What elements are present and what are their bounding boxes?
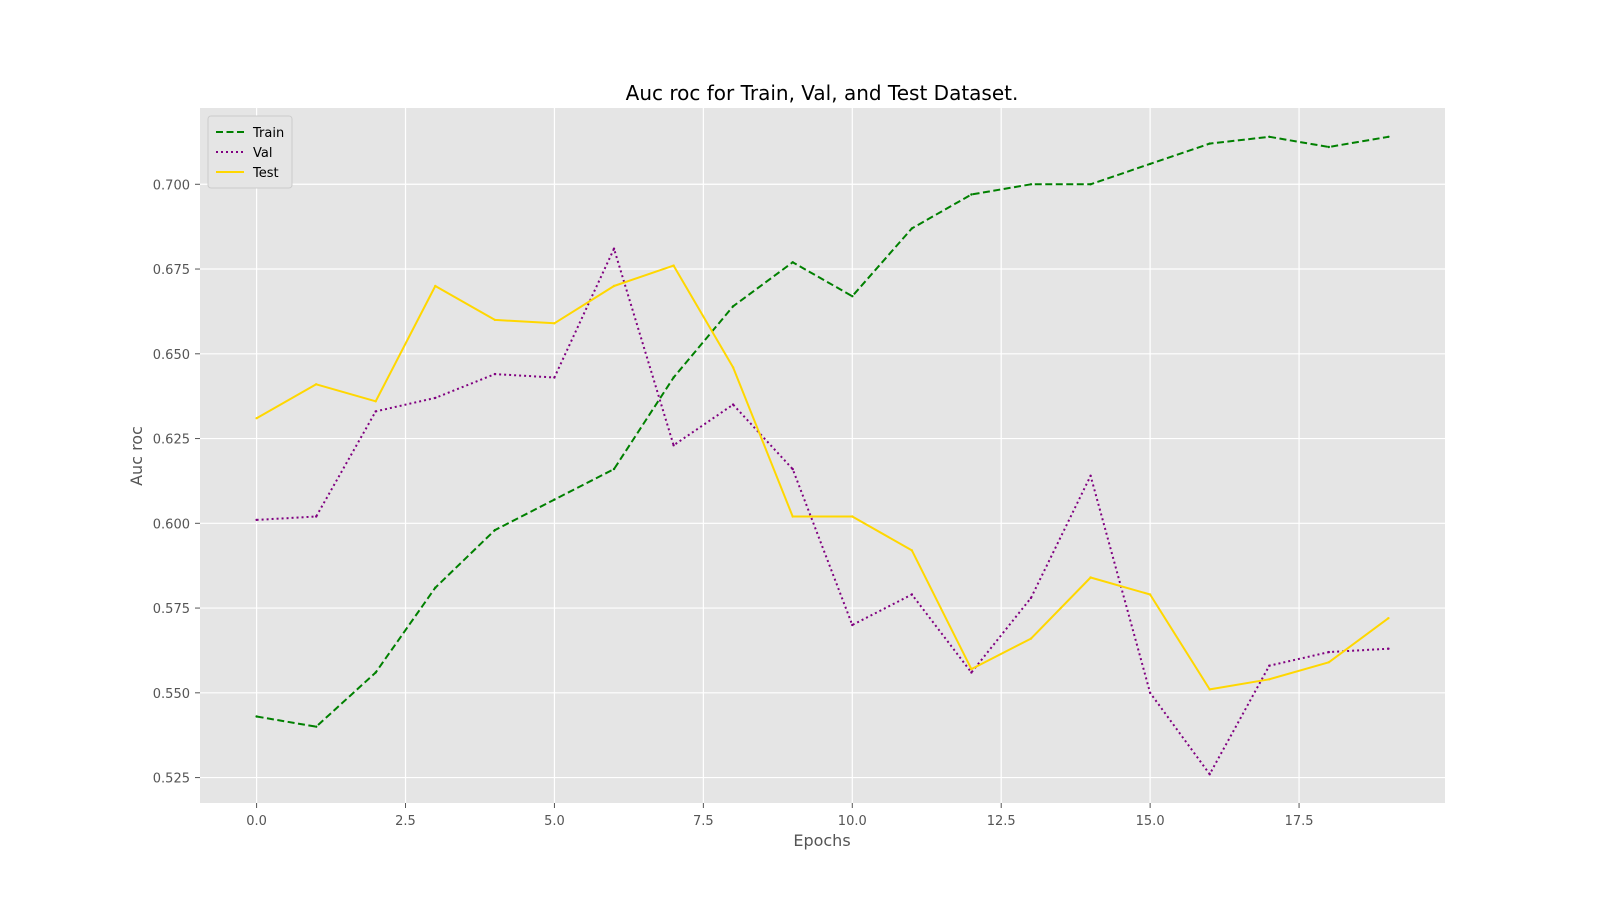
train-data-point xyxy=(1029,183,1033,186)
y-axis-label: Auc roc xyxy=(127,426,146,486)
val-data-point xyxy=(1208,773,1211,776)
val-data-point xyxy=(374,410,377,413)
test-data-point xyxy=(255,417,258,420)
train-data-point xyxy=(553,498,556,501)
plot-area xyxy=(200,108,1445,803)
test-data-point xyxy=(791,515,794,518)
y-tick-label: 0.600 xyxy=(153,517,190,532)
val-data-point xyxy=(970,671,973,674)
y-tick-label: 0.700 xyxy=(153,178,190,193)
val-data-point xyxy=(493,372,497,376)
val-data-point xyxy=(315,515,318,518)
train-data-point xyxy=(1208,142,1211,145)
grid xyxy=(200,108,1445,803)
train-data-point xyxy=(1387,135,1390,138)
legend-box xyxy=(207,115,293,189)
legend-label-val: Val xyxy=(253,146,272,161)
x-tick-label: 7.5 xyxy=(693,814,714,829)
train-data-point xyxy=(374,671,377,674)
x-tick-label: 5.0 xyxy=(544,814,565,829)
x-tick-label: 12.5 xyxy=(987,814,1016,829)
train-data-point xyxy=(493,528,497,532)
val-data-point xyxy=(1268,664,1271,667)
val-data-point xyxy=(612,247,616,250)
train-data-point xyxy=(791,261,794,264)
x-tick-label: 0.0 xyxy=(246,814,267,829)
val-data-point xyxy=(1148,691,1152,694)
legend-label-test: Test xyxy=(252,166,279,181)
test-data-point xyxy=(493,318,497,322)
train-series-line xyxy=(256,135,1389,728)
train-data-point xyxy=(1089,183,1092,186)
y-tick-label: 0.525 xyxy=(153,772,190,787)
val-data-point xyxy=(255,518,258,522)
x-tick-label: 2.5 xyxy=(395,814,416,829)
train-data-point xyxy=(315,725,318,728)
test-data-point xyxy=(851,515,854,518)
val-series-points xyxy=(255,247,1390,776)
val-data-point xyxy=(1029,596,1033,600)
val-data-point xyxy=(553,376,556,379)
train-data-point xyxy=(612,467,616,471)
y-tick-label: 0.625 xyxy=(153,433,190,448)
val-data-point xyxy=(910,593,914,596)
legend: Train Val Test xyxy=(207,115,293,189)
y-tick-label: 0.575 xyxy=(153,602,190,617)
train-data-point xyxy=(1148,162,1152,166)
legend-label-train: Train xyxy=(252,126,284,141)
test-data-point xyxy=(1387,617,1390,620)
x-tick-label: 15.0 xyxy=(1136,814,1165,829)
val-data-point xyxy=(672,444,675,447)
y-tick-label: 0.550 xyxy=(153,687,190,702)
train-data-point xyxy=(731,305,735,308)
y-axis-ticks: 0.525 0.550 0.575 0.600 0.625 0.650 0.675 0.700 xyxy=(153,178,200,787)
test-series-points xyxy=(255,264,1390,691)
val-data-point xyxy=(791,467,794,471)
train-data-point xyxy=(255,715,258,718)
val-data-point xyxy=(731,403,735,406)
test-series-line xyxy=(256,264,1389,691)
test-data-point xyxy=(434,284,437,288)
test-data-point xyxy=(970,667,973,671)
test-data-point xyxy=(1029,637,1033,640)
test-data-point xyxy=(315,383,318,386)
test-data-point xyxy=(612,284,616,288)
train-data-point xyxy=(970,193,973,196)
train-data-point xyxy=(434,586,437,589)
chart-title: Auc roc for Train, Val, and Test Dataset… xyxy=(626,81,1019,105)
train-data-point xyxy=(1327,145,1331,149)
x-tick-label: 10.0 xyxy=(838,814,867,829)
val-series-line xyxy=(256,247,1389,776)
test-data-point xyxy=(1089,576,1092,579)
train-data-point xyxy=(910,227,914,230)
test-data-point xyxy=(374,400,377,403)
val-data-point xyxy=(1327,650,1331,654)
y-tick-label: 0.675 xyxy=(153,263,190,278)
train-series-points xyxy=(255,135,1390,728)
test-data-point xyxy=(1208,688,1211,691)
test-data-point xyxy=(1268,678,1271,681)
test-data-point xyxy=(1148,593,1152,596)
train-data-point xyxy=(672,376,675,379)
series-lines xyxy=(255,135,1390,776)
val-data-point xyxy=(1387,647,1390,650)
test-data-point xyxy=(553,322,556,325)
x-axis-ticks: 0.0 2.5 5.0 7.5 10.0 12.5 15.0 17.5 xyxy=(246,803,1314,829)
train-data-point xyxy=(851,295,854,298)
test-data-point xyxy=(910,549,914,552)
val-data-point xyxy=(1089,474,1092,477)
y-tick-label: 0.650 xyxy=(153,348,190,363)
train-data-point xyxy=(1268,135,1271,138)
x-axis-label: Epochs xyxy=(793,831,850,850)
val-data-point xyxy=(434,396,437,400)
val-data-point xyxy=(851,623,854,627)
test-data-point xyxy=(672,264,675,267)
x-tick-label: 17.5 xyxy=(1285,814,1314,829)
test-data-point xyxy=(731,366,735,369)
test-data-point xyxy=(1327,661,1331,664)
